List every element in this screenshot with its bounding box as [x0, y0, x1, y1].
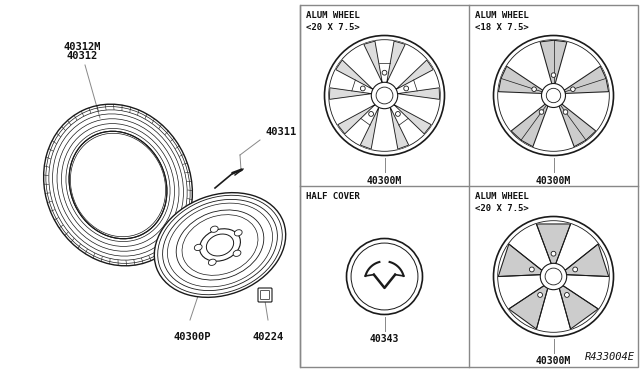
Text: 40311: 40311 — [266, 127, 297, 137]
Circle shape — [545, 268, 562, 285]
Polygon shape — [360, 108, 379, 149]
Polygon shape — [509, 286, 548, 329]
Polygon shape — [565, 244, 609, 276]
Text: ALUM WHEEL
<20 X 7.5>: ALUM WHEEL <20 X 7.5> — [306, 11, 360, 32]
Ellipse shape — [154, 193, 285, 297]
Circle shape — [538, 292, 543, 297]
Ellipse shape — [211, 226, 218, 232]
Circle shape — [551, 251, 556, 256]
Circle shape — [371, 82, 397, 109]
Text: R433004E: R433004E — [585, 352, 635, 362]
Circle shape — [382, 70, 387, 75]
Polygon shape — [396, 60, 433, 89]
Circle shape — [540, 110, 544, 114]
Ellipse shape — [233, 250, 241, 256]
Circle shape — [547, 88, 561, 103]
Circle shape — [369, 112, 374, 116]
Text: 40300M: 40300M — [367, 176, 402, 186]
Text: 40300M: 40300M — [536, 176, 571, 186]
Circle shape — [404, 86, 408, 91]
Ellipse shape — [200, 229, 241, 261]
Text: 40300P: 40300P — [173, 332, 211, 342]
Circle shape — [571, 87, 575, 92]
Ellipse shape — [163, 199, 277, 291]
Circle shape — [563, 110, 568, 114]
Text: 40343: 40343 — [370, 334, 399, 344]
Circle shape — [541, 83, 566, 108]
Polygon shape — [540, 40, 567, 84]
Polygon shape — [338, 105, 375, 134]
Circle shape — [540, 263, 566, 290]
Circle shape — [573, 267, 577, 272]
Polygon shape — [394, 105, 431, 134]
Circle shape — [551, 73, 556, 77]
Circle shape — [376, 87, 393, 104]
Circle shape — [324, 35, 445, 155]
Text: 40312M: 40312M — [63, 42, 100, 52]
Circle shape — [396, 112, 400, 116]
Circle shape — [493, 217, 614, 337]
Circle shape — [529, 267, 534, 272]
Text: HALF COVER: HALF COVER — [306, 192, 360, 201]
Circle shape — [564, 292, 570, 297]
FancyBboxPatch shape — [260, 291, 269, 299]
Polygon shape — [336, 60, 373, 89]
Circle shape — [346, 238, 422, 314]
Text: 40300M: 40300M — [536, 356, 571, 366]
Circle shape — [493, 35, 614, 155]
Polygon shape — [564, 66, 609, 93]
Polygon shape — [387, 41, 405, 83]
Ellipse shape — [234, 230, 242, 236]
Text: ALUM WHEEL
<20 X 7.5>: ALUM WHEEL <20 X 7.5> — [475, 192, 529, 213]
Text: 40312: 40312 — [67, 51, 98, 61]
Ellipse shape — [209, 259, 216, 265]
Ellipse shape — [176, 210, 264, 280]
Polygon shape — [330, 88, 371, 99]
Circle shape — [532, 87, 536, 92]
FancyBboxPatch shape — [258, 288, 272, 302]
Polygon shape — [536, 224, 570, 263]
Polygon shape — [499, 244, 542, 276]
Polygon shape — [364, 41, 382, 83]
Text: 40224: 40224 — [252, 332, 284, 342]
Text: ALUM WHEEL
<18 X 7.5>: ALUM WHEEL <18 X 7.5> — [475, 11, 529, 32]
Polygon shape — [511, 104, 548, 147]
Polygon shape — [499, 66, 543, 93]
Polygon shape — [559, 286, 598, 329]
Bar — [300, 5, 638, 367]
Polygon shape — [397, 88, 440, 99]
Polygon shape — [390, 108, 409, 149]
Circle shape — [360, 86, 365, 91]
Polygon shape — [559, 104, 596, 147]
Ellipse shape — [195, 244, 202, 250]
Ellipse shape — [69, 131, 167, 239]
